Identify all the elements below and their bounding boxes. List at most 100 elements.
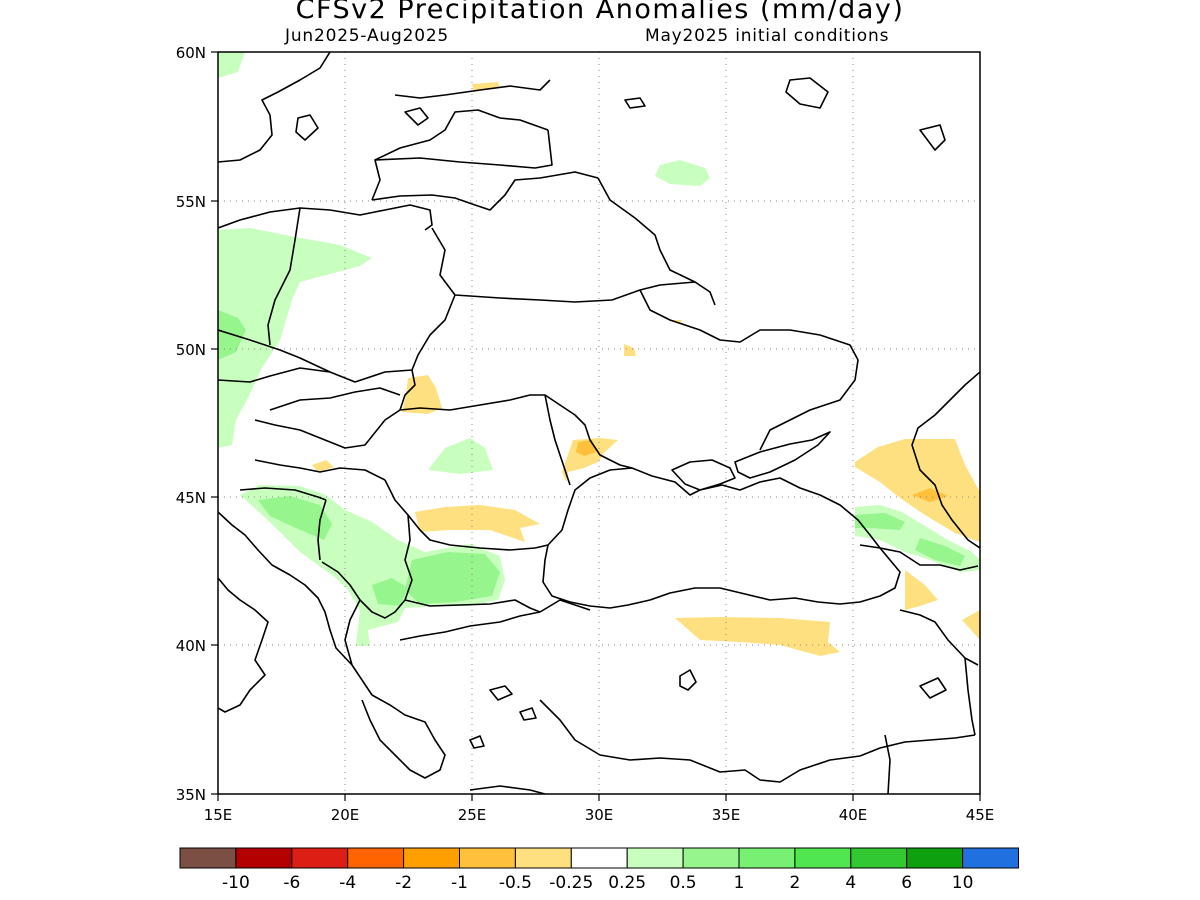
colorbar-label: 6: [901, 873, 912, 893]
lat-label-45N: 45N: [176, 489, 206, 507]
axis-ticks: [211, 51, 981, 801]
aegean-north-coast: [399, 611, 541, 641]
border: [399, 394, 633, 469]
colorbar-label: -6: [283, 873, 300, 893]
colorbar-label: 10: [952, 873, 974, 893]
colorbar-swatch: [347, 847, 405, 869]
crimea-coast: [671, 459, 736, 491]
border: [544, 394, 571, 486]
colorbar-swatch: [235, 847, 293, 869]
lake-coast: [624, 97, 646, 109]
gulf-of-finland: [394, 79, 551, 99]
colorbar-swatch: [179, 847, 237, 869]
greece-coast: [361, 679, 446, 779]
wet-anomaly-region: [655, 160, 710, 186]
border: [399, 294, 456, 411]
lon-label-30E: 30E: [585, 806, 614, 824]
colorbar-swatch: [403, 847, 461, 869]
colorbar-label: -10: [222, 873, 250, 893]
lon-label-20E: 20E: [331, 806, 360, 824]
border: [218, 367, 413, 383]
colorbar-swatch: [570, 847, 628, 869]
wet-anomaly-region: [218, 228, 372, 448]
wet-anomaly-region: [428, 438, 493, 474]
lat-label-40N: 40N: [176, 637, 206, 655]
border: [317, 499, 327, 561]
dry-anomaly-region: [312, 460, 334, 472]
dry-anomaly-core: [576, 440, 596, 456]
border: [597, 177, 696, 283]
colorbar-swatch: [738, 847, 796, 869]
colorbar-label: -0.5: [499, 873, 532, 893]
colorbar-label: 0.5: [670, 873, 697, 893]
border: [431, 227, 716, 306]
border: [321, 514, 413, 619]
graticule: [218, 52, 980, 794]
colorbar-label: 0.25: [608, 873, 646, 893]
border: [218, 329, 331, 373]
wet-anomaly-core: [372, 578, 408, 606]
border: [639, 289, 859, 451]
colorbar-label: 1: [734, 873, 745, 893]
initial-conditions: May2025 initial conditions: [645, 26, 890, 46]
saaremaa: [404, 107, 429, 126]
border: [254, 409, 401, 449]
lake-coast: [785, 77, 829, 109]
aegean-island: [489, 685, 513, 701]
dry-anomaly-region: [624, 344, 636, 356]
colorbar-swatch: [291, 847, 349, 869]
colorbar-label: -2: [395, 873, 412, 893]
colorbar-swatches: [179, 847, 1019, 869]
italy-coast: [218, 577, 269, 713]
border: [884, 734, 891, 794]
dry-anomaly-region: [962, 610, 980, 640]
colorbar-swatch: [514, 847, 572, 869]
lake-tuz: [679, 669, 697, 691]
lon-label-45E: 45E: [966, 806, 995, 824]
border: [269, 387, 401, 411]
lake-coast: [919, 124, 946, 151]
border: [539, 599, 591, 613]
border: [384, 479, 549, 551]
border: [374, 129, 553, 169]
lake-sevan: [919, 677, 947, 699]
coastlines-and-borders: [218, 52, 980, 794]
colorbar: -10 -6 -4 -2 -1 -0.5 -0.25 0.25 0.5 1 2 …: [179, 847, 1019, 893]
colorbar-labels: -10 -6 -4 -2 -1 -0.5 -0.25 0.25 0.5 1 2 …: [222, 873, 973, 893]
baltic-coast: [218, 204, 433, 231]
wet-anomaly-core: [258, 496, 332, 540]
lat-label-35N: 35N: [176, 786, 206, 804]
border: [899, 609, 979, 666]
lon-label-25E: 25E: [458, 806, 487, 824]
forecast-period: Jun2025-Aug2025: [285, 26, 450, 46]
colorbar-label: -0.25: [549, 873, 593, 893]
dry-anomaly-region: [415, 505, 540, 542]
border: [859, 544, 979, 571]
wet-anomaly-core: [915, 538, 965, 566]
lon-label-40E: 40E: [839, 806, 868, 824]
lon-label-35E: 35E: [712, 806, 741, 824]
colorbar-swatch: [962, 847, 1019, 869]
colorbar-swatch: [626, 847, 684, 869]
dry-anomaly-region: [402, 375, 442, 414]
crete: [469, 785, 546, 794]
colorbar-label: 4: [845, 873, 856, 893]
latitude-labels: 60N 55N 50N 45N 40N 35N: [176, 44, 206, 804]
border: [404, 599, 541, 613]
wet-anomaly-region: [218, 52, 245, 78]
lat-label-60N: 60N: [176, 44, 206, 62]
border: [964, 657, 976, 736]
gotland: [295, 114, 319, 141]
lat-label-55N: 55N: [176, 193, 206, 211]
colorbar-swatch: [794, 847, 852, 869]
dry-anomaly-region: [905, 570, 938, 610]
dry-anomaly-region: [562, 438, 618, 482]
colorbar-label: -1: [451, 873, 468, 893]
colorbar-swatch: [682, 847, 740, 869]
aegean-island: [519, 707, 537, 721]
black-sea-coast: [542, 467, 901, 609]
border: [267, 207, 301, 346]
border: [859, 734, 976, 757]
anatolia-south-coast: [539, 699, 861, 783]
